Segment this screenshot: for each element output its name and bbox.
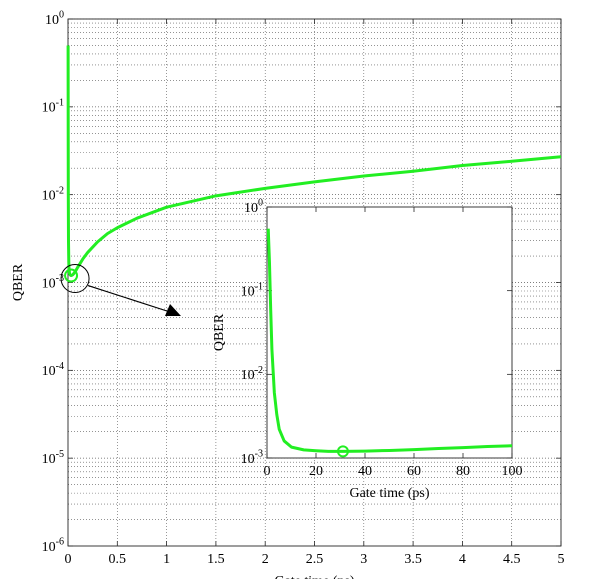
inset-plot-area: [267, 207, 512, 458]
main-x-tick-label: 3: [360, 552, 367, 567]
inset-x-tick-label: 0: [264, 464, 271, 479]
inset-x-tick-label: 80: [456, 464, 470, 479]
main-x-tick-label: 2.5: [306, 552, 324, 567]
main-y-axis-label: QBER: [11, 263, 26, 301]
main-x-tick-label: 0: [65, 552, 72, 567]
inset-min-marker: [336, 445, 349, 458]
main-x-tick-label: 0.5: [109, 552, 127, 567]
main-min-marker: [64, 268, 79, 283]
main-x-axis-label: Gate time (ns): [274, 574, 354, 579]
inset-x-tick-label: 40: [358, 464, 372, 479]
main-y-tick-label: 100: [45, 10, 64, 28]
main-x-tick-label: 2: [262, 552, 269, 567]
main-x-tick-label: 1.5: [207, 552, 225, 567]
zoom-circle: [60, 264, 90, 294]
inset-x-tick-label: 20: [309, 464, 323, 479]
inset-axes-box: [266, 206, 513, 459]
main-y-tick-label: 10-3: [42, 273, 64, 291]
inset-x-tick-label: 100: [502, 464, 523, 479]
inset-y-tick-label: 10-3: [241, 449, 263, 467]
main-x-tick-label: 4.5: [503, 552, 521, 567]
main-x-tick-label: 4: [459, 552, 466, 567]
zoom-arrow: [87, 285, 171, 313]
inset-y-axis-label: QBER: [212, 313, 227, 351]
main-y-tick-label: 10-6: [42, 537, 64, 555]
inset-y-tick-label: 10-1: [241, 281, 263, 299]
inset-x-tick-label: 60: [407, 464, 421, 479]
main-y-tick-label: 10-2: [42, 185, 64, 203]
inset-y-tick-label: 10-2: [241, 365, 263, 383]
main-y-tick-label: 10-5: [42, 449, 64, 467]
inset-chart: 0 20 40 60 80 100 10-3 10-2 10-1 100 Gate time (ps…: [212, 198, 523, 501]
inset-y-tick-label: 100: [244, 198, 263, 216]
main-x-tick-label: 5: [558, 552, 565, 567]
main-x-tick-label: 1: [163, 552, 170, 567]
main-y-tick-label: 10-1: [42, 97, 64, 115]
inset-series-line: [266, 228, 513, 453]
main-y-tick-label: 10-4: [42, 361, 64, 379]
zoom-arrow-head: [165, 304, 181, 316]
inset-x-axis-label: Gate time (ps): [349, 486, 429, 501]
main-series-line: [66, 45, 562, 278]
main-x-tick-label: 3.5: [404, 552, 422, 567]
